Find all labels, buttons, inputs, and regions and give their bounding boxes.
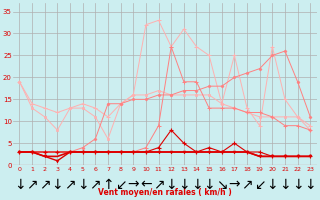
- X-axis label: Vent moyen/en rafales ( km/h ): Vent moyen/en rafales ( km/h ): [98, 188, 232, 197]
